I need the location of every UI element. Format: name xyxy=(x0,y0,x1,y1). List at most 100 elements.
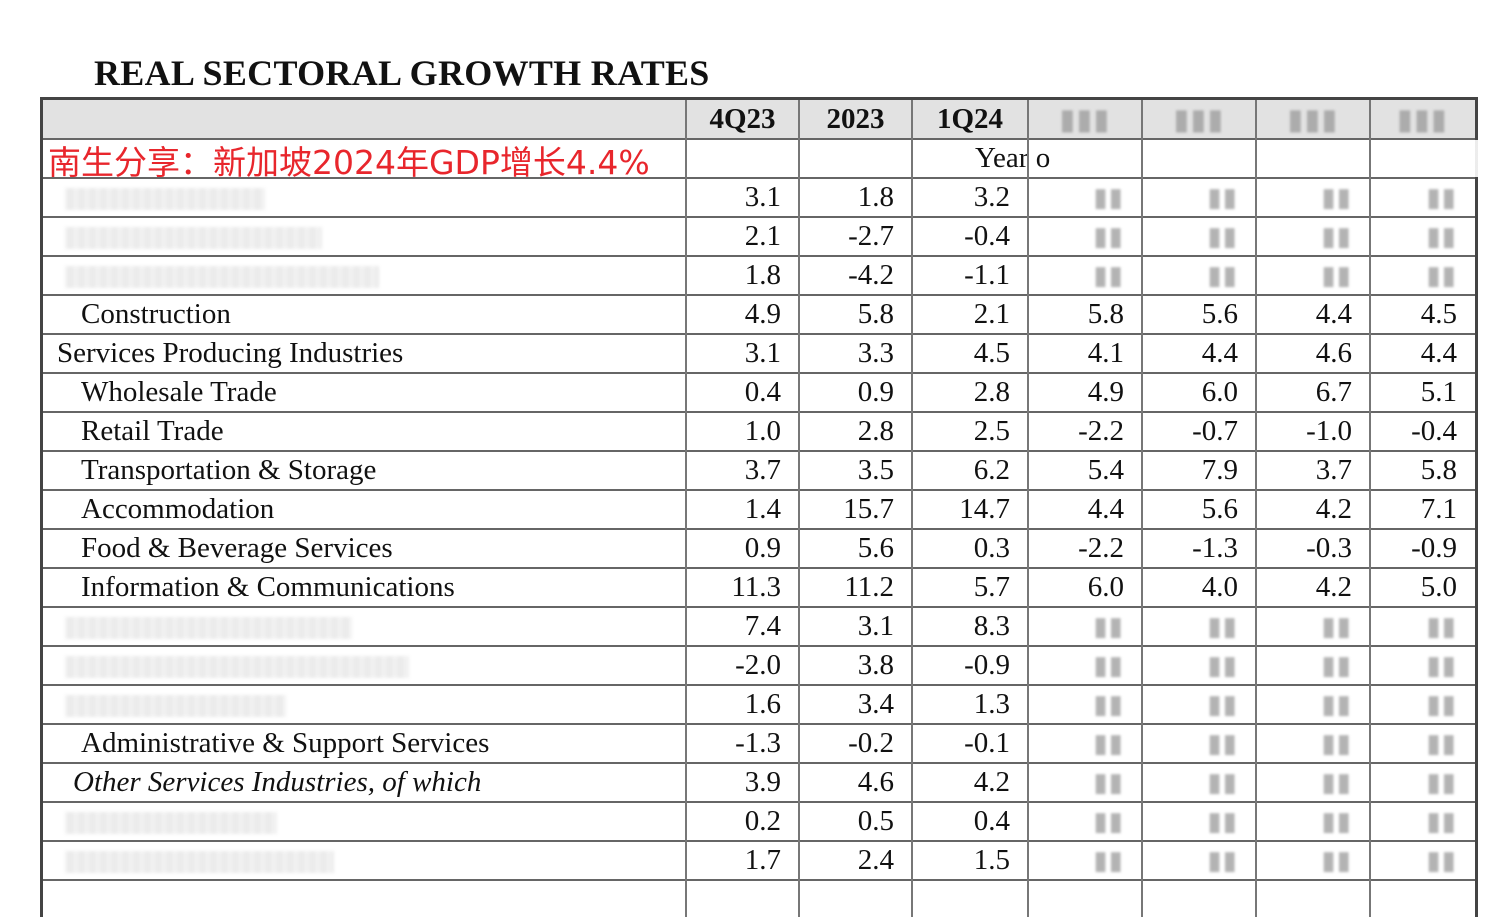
value-cell: 5.1 xyxy=(1420,376,1457,408)
row-label: Other Services Industries, of which xyxy=(73,766,482,798)
redacted-label-mask xyxy=(65,656,409,678)
row-label-redacted xyxy=(43,686,686,723)
value-cell: -0.9 xyxy=(1411,532,1457,564)
value-cell: 0.9 xyxy=(857,376,894,408)
value-cell-obscured: ▮▮ xyxy=(1207,728,1238,758)
value-cell: 4.2 xyxy=(1315,571,1352,603)
value-cell: 5.6 xyxy=(1201,298,1238,330)
row-label: Transportation & Storage xyxy=(81,454,377,486)
value-cell: 1.7 xyxy=(744,844,781,876)
column-header-obscured: ▮▮▮ xyxy=(1059,103,1111,136)
row-label: Retail Trade xyxy=(81,415,224,447)
value-cell: 1.4 xyxy=(744,493,781,525)
table-row: 2.1 -2.7 -0.4 ▮▮ ▮▮ ▮▮ ▮▮ xyxy=(43,218,1475,257)
value-cell: 6.7 xyxy=(1315,376,1352,408)
value-cell: -0.4 xyxy=(964,220,1010,252)
value-cell: 4.5 xyxy=(973,337,1010,369)
value-cell: 4.4 xyxy=(1420,337,1457,369)
value-cell: -1.0 xyxy=(1306,415,1352,447)
value-cell-obscured: ▮▮ xyxy=(1426,650,1457,680)
row-label xyxy=(43,179,686,216)
table-row: 1.6 3.4 1.3 ▮▮ ▮▮ ▮▮ ▮▮ xyxy=(43,686,1475,725)
redacted-label-mask xyxy=(65,266,379,288)
value-cell: 3.1 xyxy=(744,337,781,369)
column-divider xyxy=(1255,100,1257,917)
row-label: Food & Beverage Services xyxy=(81,532,393,564)
value-cell-obscured: ▮▮ xyxy=(1093,728,1124,758)
value-cell: 4.6 xyxy=(1315,337,1352,369)
value-cell: 2.8 xyxy=(973,376,1010,408)
value-cell: 15.7 xyxy=(843,493,894,525)
value-cell: -0.4 xyxy=(1411,415,1457,447)
value-cell-obscured: ▮▮ xyxy=(1093,767,1124,797)
value-cell: 1.8 xyxy=(744,259,781,291)
value-cell-obscured: ▮▮ xyxy=(1207,806,1238,836)
row-label: Construction xyxy=(81,298,231,330)
value-cell-obscured: ▮▮ xyxy=(1207,767,1238,797)
column-header: 2023 xyxy=(826,102,885,135)
value-cell: 6.0 xyxy=(1087,571,1124,603)
value-cell: -0.2 xyxy=(848,727,894,759)
value-cell: -0.9 xyxy=(964,649,1010,681)
value-cell: -2.2 xyxy=(1078,415,1124,447)
value-cell: 2.5 xyxy=(973,415,1010,447)
table-row: 0.2 0.5 0.4 ▮▮ ▮▮ ▮▮ ▮▮ xyxy=(43,803,1475,842)
value-cell: 4.1 xyxy=(1087,337,1124,369)
value-cell: 1.3 xyxy=(973,688,1010,720)
value-cell: 2.8 xyxy=(857,415,894,447)
table-row: 3.1 1.8 3.2 ▮▮ ▮▮ ▮▮ ▮▮ xyxy=(43,179,1475,218)
value-cell: 3.1 xyxy=(857,610,894,642)
table-row: Transportation & Storage 3.7 3.5 6.2 5.4 7.9 3… xyxy=(43,452,1475,491)
value-cell: 4.4 xyxy=(1087,493,1124,525)
table-row: -2.0 3.8 -0.9 ▮▮ ▮▮ ▮▮ ▮▮ xyxy=(43,647,1475,686)
value-cell-obscured: ▮▮ xyxy=(1207,260,1238,290)
value-cell: 2.1 xyxy=(744,220,781,252)
value-cell: 5.8 xyxy=(1087,298,1124,330)
value-cell: 2.1 xyxy=(973,298,1010,330)
table-row: 1.7 2.4 1.5 ▮▮ ▮▮ ▮▮ ▮▮ xyxy=(43,842,1475,881)
value-cell: 0.4 xyxy=(973,805,1010,837)
value-cell: 1.5 xyxy=(973,844,1010,876)
value-cell-obscured: ▮▮ xyxy=(1321,806,1352,836)
value-cell: 6.2 xyxy=(973,454,1010,486)
value-cell: 3.2 xyxy=(973,181,1010,213)
table-row: Services Producing Industries 3.1 3.3 4.5 4.… xyxy=(43,335,1475,374)
value-cell-obscured: ▮▮ xyxy=(1321,728,1352,758)
table-row: Wholesale Trade 0.4 0.9 2.8 4.9 6.0 6.7 5.1 xyxy=(43,374,1475,413)
redacted-label-mask xyxy=(65,695,286,717)
value-cell: 0.2 xyxy=(744,805,781,837)
watermark-caption: 南生分享：新加坡2024年GDP增长4.4% xyxy=(48,143,650,182)
value-cell: 4.5 xyxy=(1420,298,1457,330)
table-title: REAL SECTORAL GROWTH RATES xyxy=(94,53,710,93)
row-label: Services Producing Industries xyxy=(57,337,404,369)
table-row: Construction 4.9 5.8 2.1 5.8 5.6 4.4 4.5 xyxy=(43,296,1475,335)
table-row: Food & Beverage Services 0.9 5.6 0.3 -2.2 -1.… xyxy=(43,530,1475,569)
value-cell-obscured: ▮▮ xyxy=(1426,845,1457,875)
value-cell: 8.3 xyxy=(973,610,1010,642)
column-header-obscured: ▮▮▮ xyxy=(1287,103,1339,136)
value-cell: 5.6 xyxy=(857,532,894,564)
value-cell: 3.1 xyxy=(744,181,781,213)
row-label: Administrative & Support Services xyxy=(81,727,490,759)
value-cell-obscured: ▮▮ xyxy=(1426,689,1457,719)
value-cell: 3.7 xyxy=(744,454,781,486)
value-cell-obscured: ▮▮ xyxy=(1093,806,1124,836)
value-cell-obscured: ▮▮ xyxy=(1093,845,1124,875)
column-divider xyxy=(1027,100,1029,917)
blurred-subheader-area xyxy=(1073,140,1478,177)
redacted-label-mask xyxy=(65,227,322,249)
value-cell-obscured: ▮▮ xyxy=(1321,182,1352,212)
value-cell: 1.6 xyxy=(744,688,781,720)
table-row: Accommodation 1.4 15.7 14.7 4.4 5.6 4.2 7.1 xyxy=(43,491,1475,530)
value-cell: 1.8 xyxy=(857,181,894,213)
table-row: Administrative & Support Services -1.3 -0.… xyxy=(43,725,1475,764)
value-cell-obscured: ▮▮ xyxy=(1093,611,1124,641)
value-cell: 7.9 xyxy=(1201,454,1238,486)
value-cell-obscured: ▮▮ xyxy=(1093,260,1124,290)
table-row: 7.4 3.1 8.3 ▮▮ ▮▮ ▮▮ ▮▮ xyxy=(43,608,1475,647)
column-divider xyxy=(1141,100,1143,917)
table-subheader-row: Year o xyxy=(43,140,1478,179)
value-cell-obscured: ▮▮ xyxy=(1321,260,1352,290)
value-cell-obscured: ▮▮ xyxy=(1321,767,1352,797)
value-cell: 0.5 xyxy=(857,805,894,837)
